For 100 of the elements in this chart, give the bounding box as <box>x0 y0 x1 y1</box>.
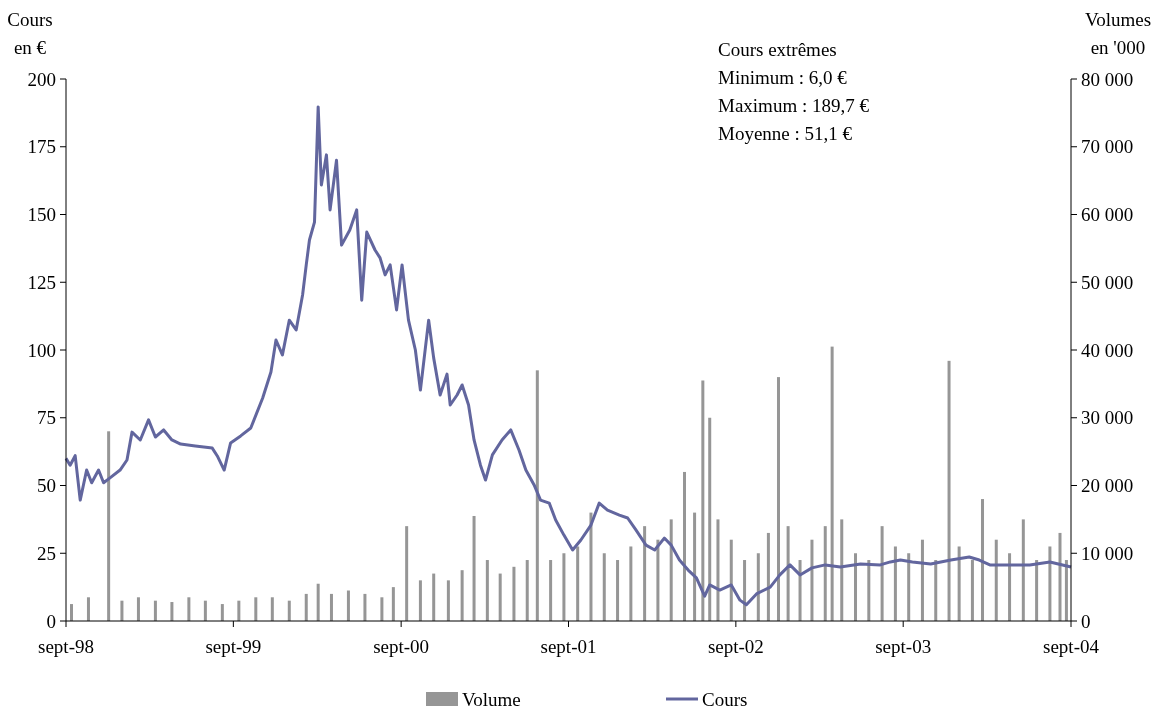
y-tick-label: 175 <box>27 136 56 158</box>
bar <box>830 346 834 621</box>
bar <box>756 553 760 621</box>
bar <box>380 597 384 621</box>
legend-label: Volume <box>462 689 521 710</box>
bar <box>840 519 844 621</box>
y-tick-label: 150 <box>27 204 56 226</box>
bar <box>683 471 686 621</box>
bar <box>346 590 350 621</box>
y2-tick-label: 80 000 <box>1081 68 1134 90</box>
bar <box>994 539 998 621</box>
y2-tick-label: 70 000 <box>1081 136 1134 158</box>
bar <box>629 546 633 621</box>
legend-label: Cours <box>702 689 748 710</box>
x-tick-label: sept-01 <box>540 636 597 657</box>
bar <box>525 560 529 621</box>
y-tick-label: 75 <box>37 407 56 429</box>
bar <box>446 580 450 621</box>
bar <box>120 600 124 621</box>
bar <box>729 539 733 621</box>
bar <box>920 539 924 621</box>
y2-tick-label: 60 000 <box>1081 204 1134 226</box>
y-tick-label: 100 <box>27 339 56 361</box>
bar <box>1048 546 1052 621</box>
bar <box>589 512 593 621</box>
bar <box>708 417 712 621</box>
bar <box>934 560 938 621</box>
bar <box>391 587 395 621</box>
bar <box>287 600 291 621</box>
bar <box>203 600 207 621</box>
bar <box>656 539 660 621</box>
bar <box>153 600 157 621</box>
y-tick-label: 125 <box>27 271 56 293</box>
bar <box>957 546 961 621</box>
bar <box>316 583 320 621</box>
bar <box>776 377 780 621</box>
y-tick-label: 25 <box>37 542 56 564</box>
bar <box>643 526 647 621</box>
y-tick-label: 0 <box>46 610 56 632</box>
bar <box>576 546 580 621</box>
bar <box>418 580 422 621</box>
bar <box>907 553 911 621</box>
text: Cours extrêmes <box>718 39 837 60</box>
y-tick-label: 200 <box>27 68 56 90</box>
y2-tick-label: 0 <box>1081 610 1091 632</box>
bar <box>187 597 191 621</box>
bar <box>170 602 174 621</box>
y-axis-title: Cours en € <box>7 9 53 58</box>
bar <box>810 539 814 621</box>
x-tick-label: sept-02 <box>707 636 764 657</box>
bar <box>1021 519 1025 621</box>
bar <box>947 360 951 621</box>
bar <box>549 560 553 621</box>
bar <box>562 553 566 621</box>
bar <box>405 526 409 621</box>
y2-tick-label: 50 000 <box>1081 271 1134 293</box>
annotation: Maximum : 189,7 € <box>718 95 870 116</box>
y2-tick-label: 10 000 <box>1081 542 1134 564</box>
bar <box>743 560 747 621</box>
bar <box>786 526 790 621</box>
x-tick-label: sept-04 <box>1043 636 1100 657</box>
bar <box>1058 532 1062 621</box>
bar <box>460 570 464 621</box>
bar <box>1035 560 1039 621</box>
y-tick-label: 50 <box>37 475 56 497</box>
bar <box>432 573 436 621</box>
bar <box>237 600 241 621</box>
bar <box>86 597 90 621</box>
bar <box>766 532 770 621</box>
bar <box>498 573 502 621</box>
bar <box>220 604 224 621</box>
y2-tick-label: 40 000 <box>1081 339 1134 361</box>
bar <box>485 560 489 621</box>
bar <box>363 593 367 621</box>
bar <box>854 553 858 621</box>
bar <box>70 604 73 621</box>
bar <box>304 593 308 621</box>
bar <box>981 499 985 621</box>
x-tick-label: sept-00 <box>373 636 430 657</box>
bar <box>136 597 140 621</box>
bar <box>1008 553 1012 621</box>
bar <box>716 519 720 621</box>
annotation: Minimum : 6,0 € <box>718 67 848 88</box>
bar <box>107 431 111 621</box>
y2-tick-label: 30 000 <box>1081 407 1134 429</box>
bar <box>823 526 827 621</box>
bar <box>693 512 697 621</box>
bar <box>616 560 620 621</box>
annotation: Moyenne : 51,1 € <box>718 123 853 144</box>
bar <box>254 597 258 621</box>
bar <box>893 546 897 621</box>
bar <box>867 560 871 621</box>
x-tick-label: sept-99 <box>205 636 262 657</box>
bar <box>270 597 274 621</box>
bar <box>701 380 705 621</box>
bar <box>602 553 606 621</box>
y2-axis-title: Volumes en '000 <box>1084 9 1152 58</box>
x-tick-label: sept-03 <box>875 636 932 657</box>
y2-tick-label: 20 000 <box>1081 475 1134 497</box>
bar <box>329 593 333 621</box>
